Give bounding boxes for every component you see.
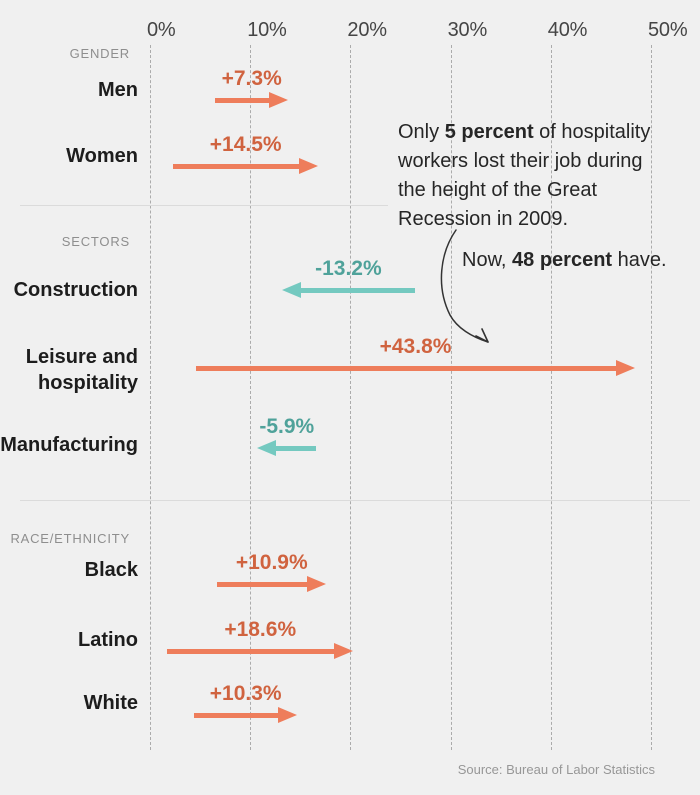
row-label: Manufacturing: [0, 434, 138, 456]
row-label: Black: [84, 559, 138, 581]
annotation-text: Now,: [462, 249, 513, 271]
annotation-text: have.: [612, 249, 667, 271]
annotation-text: workers lost their job during: [398, 150, 643, 172]
x-axis-tick-label: 30%: [447, 19, 488, 41]
annotation-line: the height of the Great: [398, 176, 650, 205]
annotation-text: of hospitality: [533, 121, 651, 143]
row-label: Construction: [13, 279, 138, 301]
annotation-text-block: Only 5 percent of hospitality workers los…: [398, 118, 650, 234]
change-value-label: +10.9%: [235, 551, 308, 574]
x-axis-tick-label: 40%: [547, 19, 588, 41]
annotation-text: Recession in 2009.: [398, 208, 569, 230]
change-arrow: [282, 282, 415, 298]
x-axis-tick-label: 50%: [648, 19, 688, 41]
change-arrow: [194, 707, 298, 723]
gridline: [450, 45, 452, 750]
x-axis-tick-label: 10%: [247, 19, 287, 41]
section-label-sectors: SECTORS: [61, 234, 130, 249]
row-label: Women: [66, 145, 138, 167]
change-value-label: +7.3%: [221, 67, 282, 90]
row-label: Latino: [78, 629, 138, 651]
gridline: [150, 45, 151, 750]
change-arrow: [173, 158, 319, 174]
change-value-label: -5.9%: [259, 415, 315, 438]
annotation-line: Only 5 percent of hospitality: [398, 118, 650, 147]
gridline: [250, 45, 252, 750]
change-arrow: [215, 92, 289, 108]
annotation-text: the height of the Great: [398, 179, 598, 201]
source-credit: Source: Bureau of Labor Statistics: [457, 762, 655, 777]
x-axis-tick-label: 20%: [347, 19, 387, 41]
annotation-now-text: Now, 48 percent have.: [462, 246, 667, 275]
change-arrow: [196, 360, 635, 376]
section-label-gender: GENDER: [69, 46, 130, 61]
change-value-label: -13.2%: [315, 257, 382, 280]
annotation-text: Only: [398, 121, 445, 143]
section-divider: [20, 205, 388, 206]
change-value-label: +43.8%: [379, 335, 452, 358]
section-divider: [20, 500, 690, 501]
annotation-line: Recession in 2009.: [398, 205, 650, 234]
row-label: Men: [98, 79, 138, 101]
change-value-label: +18.6%: [224, 618, 297, 641]
gridline: [651, 45, 652, 750]
row-label: Leisure and hospitality: [25, 346, 138, 394]
row-label: White: [83, 692, 138, 714]
x-axis-tick-label: 0%: [147, 19, 176, 41]
change-arrow: [167, 643, 354, 659]
change-value-label: +10.3%: [209, 682, 282, 705]
annotation-bold-text: 48 percent: [512, 249, 613, 271]
gridline: [350, 45, 352, 750]
annotation-bold-text: 5 percent: [444, 121, 534, 143]
change-value-label: +14.5%: [209, 133, 282, 156]
section-label-race-ethnicity: RACE/ETHNICITY: [10, 531, 130, 546]
change-arrow: [257, 440, 317, 456]
gridline: [550, 45, 552, 750]
annotation-curved-arrow-icon: [425, 225, 505, 350]
change-arrow: [217, 576, 327, 592]
annotation-line: workers lost their job during: [398, 147, 650, 176]
